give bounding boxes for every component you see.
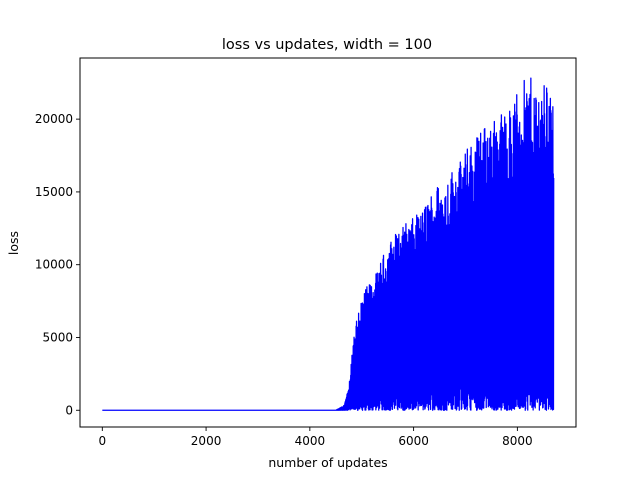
- plot-frame: [79, 57, 577, 428]
- series-group: [102, 77, 555, 411]
- y-tick-label: 10000: [35, 258, 73, 272]
- y-axis-label: loss: [6, 231, 21, 255]
- y-tick-label: 20000: [35, 112, 73, 126]
- x-tick-label: 2000: [191, 434, 222, 448]
- x-axis-label: number of updates: [268, 455, 387, 470]
- chart-title: loss vs updates, width = 100: [222, 37, 432, 53]
- x-tick-label: 4000: [295, 434, 326, 448]
- x-tick-label: 6000: [398, 434, 429, 448]
- y-tick-label: 5000: [42, 330, 73, 344]
- ticks-group: 0 2000 4000 6000 8000 0 5000 10000 15000 20000: [35, 112, 533, 448]
- y-tick-label: 0: [65, 403, 73, 417]
- y-tick-label: 15000: [35, 185, 73, 199]
- x-tick-label: 0: [98, 434, 106, 448]
- x-tick-label: 8000: [502, 434, 533, 448]
- loss-series-line: [102, 77, 555, 411]
